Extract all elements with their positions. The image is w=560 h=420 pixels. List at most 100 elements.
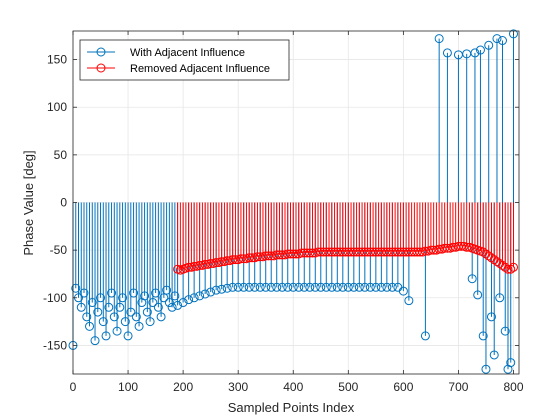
with-adjacent-influence-marker	[272, 282, 282, 292]
plot-frame	[72, 30, 520, 375]
x-tick-label: 0	[70, 380, 77, 394]
removed-adjacent-influence-marker	[506, 264, 516, 274]
with-adjacent-influence-marker	[382, 282, 392, 292]
with-adjacent-influence-marker	[120, 317, 130, 327]
with-adjacent-influence-marker	[76, 302, 86, 312]
with-adjacent-influence-marker	[142, 307, 152, 317]
y-tick-label: 100	[47, 100, 67, 114]
with-adjacent-influence-marker	[371, 282, 381, 292]
with-adjacent-influence-marker	[244, 282, 254, 292]
with-adjacent-influence-marker	[492, 34, 502, 44]
with-adjacent-influence-marker	[131, 312, 141, 322]
x-tick-label: 400	[283, 380, 303, 394]
x-tick-label: 800	[503, 380, 523, 394]
removed-adjacent-influence-marker	[508, 262, 518, 272]
with-adjacent-influence-marker	[211, 285, 221, 295]
with-adjacent-influence-marker	[134, 321, 144, 331]
legend: With Adjacent Influence Removed Adjacent…	[79, 39, 290, 81]
with-adjacent-influence-marker	[481, 364, 491, 374]
with-adjacent-influence-marker	[104, 302, 114, 312]
with-adjacent-influence-marker	[434, 34, 444, 44]
y-tick-label: 150	[47, 53, 67, 67]
with-adjacent-influence-marker	[283, 282, 293, 292]
x-tick-label: 500	[338, 380, 358, 394]
with-adjacent-influence-marker	[107, 288, 117, 298]
y-tick-label: 0	[60, 196, 67, 210]
with-adjacent-influence-marker	[178, 298, 188, 308]
with-adjacent-influence-marker	[217, 284, 227, 294]
with-adjacent-influence-marker	[162, 285, 172, 295]
with-adjacent-influence-marker	[79, 288, 89, 298]
with-adjacent-influence-marker	[148, 298, 158, 308]
with-adjacent-influence-marker	[288, 282, 298, 292]
with-adjacent-influence-marker	[195, 291, 205, 301]
with-adjacent-influence-marker	[140, 291, 150, 301]
legend-marker-blue	[96, 47, 106, 57]
with-adjacent-influence-marker	[164, 298, 174, 308]
with-adjacent-influence-marker	[184, 295, 194, 305]
with-adjacent-influence-marker	[233, 282, 243, 292]
with-adjacent-influence-marker	[109, 312, 119, 322]
with-adjacent-influence-marker	[96, 293, 106, 303]
with-adjacent-influence-marker	[299, 282, 309, 292]
y-tick-label: -100	[43, 291, 67, 305]
with-adjacent-influence-marker	[365, 282, 375, 292]
with-adjacent-influence-marker	[71, 283, 81, 293]
with-adjacent-influence-marker	[398, 286, 408, 296]
x-tick-label: 700	[448, 380, 468, 394]
with-adjacent-influence-marker	[167, 302, 177, 312]
with-adjacent-influence-marker	[321, 282, 331, 292]
with-adjacent-influence-marker	[360, 282, 370, 292]
with-adjacent-influence-marker	[475, 45, 485, 55]
with-adjacent-influence-marker	[316, 282, 326, 292]
removed-adjacent-influence-marker	[462, 242, 472, 252]
with-adjacent-influence-marker	[118, 293, 128, 303]
with-adjacent-influence-marker	[90, 336, 100, 346]
with-adjacent-influence-marker	[506, 358, 516, 368]
with-adjacent-influence-marker	[354, 282, 364, 292]
with-adjacent-influence-marker	[101, 331, 111, 341]
with-adjacent-influence-marker	[266, 282, 276, 292]
with-adjacent-influence-marker	[87, 298, 97, 308]
y-tick-label: -50	[50, 243, 68, 257]
with-adjacent-influence-marker	[126, 307, 136, 317]
with-adjacent-influence-marker	[500, 326, 510, 336]
legend-label-removed-adjacent: Removed Adjacent Influence	[130, 63, 270, 75]
with-adjacent-influence-marker	[82, 312, 92, 322]
with-adjacent-influence-marker	[98, 317, 108, 327]
with-adjacent-influence-marker	[349, 282, 359, 292]
with-adjacent-influence-marker	[200, 289, 210, 299]
with-adjacent-influence-marker	[189, 293, 199, 303]
y-tick-label: -150	[43, 338, 67, 352]
with-adjacent-influence-marker	[486, 312, 496, 322]
removed-adjacent-influence-marker	[503, 264, 513, 274]
legend-box	[79, 39, 290, 81]
with-adjacent-influence-marker	[420, 331, 430, 341]
with-adjacent-influence-marker	[387, 282, 397, 292]
with-adjacent-influence-marker	[250, 282, 260, 292]
with-adjacent-influence-marker	[305, 282, 315, 292]
axis-layer: 0 100 200 300 400 500 600 700 800 -150 -100 -50 0 50 1…	[43, 30, 524, 394]
with-adjacent-influence-marker	[206, 287, 216, 297]
with-adjacent-influence-marker	[159, 293, 169, 303]
with-adjacent-influence-marker	[470, 48, 480, 58]
with-adjacent-influence-marker	[332, 282, 342, 292]
with-adjacent-influence-marker	[85, 321, 95, 331]
x-tick-label: 100	[118, 380, 138, 394]
with-adjacent-influence-marker	[255, 282, 265, 292]
with-adjacent-influence-marker	[338, 282, 348, 292]
y-tick-label: 50	[54, 148, 68, 162]
with-adjacent-influence-marker	[112, 326, 122, 336]
with-adjacent-influence-marker	[239, 282, 249, 292]
with-adjacent-influence-marker	[277, 282, 287, 292]
x-tick-label: 200	[173, 380, 193, 394]
with-adjacent-influence-marker	[467, 274, 477, 284]
x-tick-label: 300	[228, 380, 248, 394]
with-adjacent-influence-marker	[495, 293, 505, 303]
with-adjacent-influence-marker	[93, 307, 103, 317]
with-adjacent-influence-marker	[145, 317, 155, 327]
with-adjacent-influence-marker	[222, 283, 232, 293]
legend-marker-red	[96, 63, 106, 73]
with-adjacent-influence-marker	[497, 36, 507, 46]
